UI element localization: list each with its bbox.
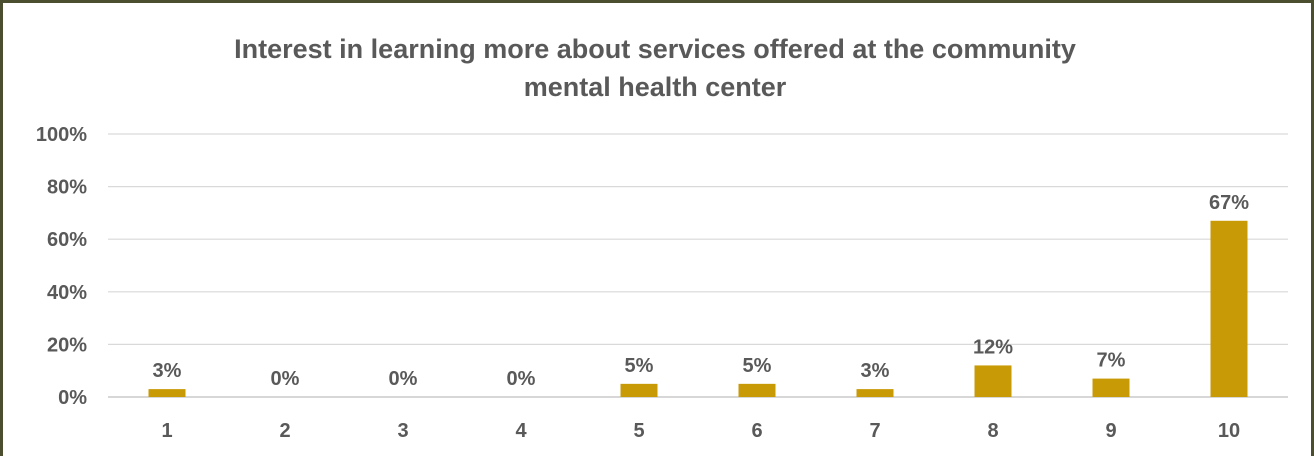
data-label: 12%	[973, 336, 1013, 358]
x-tick-label: 7	[869, 420, 880, 442]
y-tick-label: 20%	[47, 334, 87, 356]
x-tick-label: 3	[397, 420, 408, 442]
bar	[620, 383, 658, 397]
data-label: 67%	[1209, 192, 1249, 214]
chart-title-line-1: Interest in learning more about services…	[234, 34, 1076, 64]
data-label: 7%	[1097, 350, 1126, 372]
data-label: 5%	[625, 355, 654, 377]
x-axis-ticks: 1 2 3 4 5 6 7 8 9 10	[161, 420, 1240, 442]
data-label: 0%	[507, 368, 536, 390]
x-tick-label: 1	[161, 420, 172, 442]
bar	[1092, 378, 1130, 397]
gridlines	[108, 133, 1288, 398]
x-tick-label: 6	[751, 420, 762, 442]
y-tick-label: 100%	[36, 124, 87, 146]
bar	[1210, 220, 1248, 397]
y-axis-ticks: 0% 20% 40% 60% 80% 100%	[36, 124, 87, 409]
bars	[148, 220, 1248, 397]
data-label: 3%	[153, 360, 182, 382]
data-label: 0%	[271, 368, 300, 390]
x-tick-label: 9	[1105, 420, 1116, 442]
y-tick-label: 60%	[47, 229, 87, 251]
bar	[856, 389, 894, 397]
bar-chart: Interest in learning more about services…	[36, 34, 1288, 442]
x-tick-label: 8	[987, 420, 998, 442]
data-label: 0%	[389, 368, 418, 390]
x-tick-label: 10	[1218, 420, 1240, 442]
bar	[738, 383, 776, 397]
x-tick-label: 4	[515, 420, 527, 442]
chart-title-line-2: mental health center	[524, 72, 787, 102]
bar	[148, 389, 186, 397]
y-tick-label: 80%	[47, 177, 87, 199]
y-tick-label: 0%	[58, 387, 87, 409]
bar	[974, 365, 1012, 397]
data-label: 5%	[743, 355, 772, 377]
x-tick-label: 5	[633, 420, 644, 442]
y-tick-label: 40%	[47, 282, 87, 304]
data-labels: 3% 0% 0% 0% 5% 5% 3% 12% 7% 67%	[153, 192, 1250, 390]
x-tick-label: 2	[279, 420, 290, 442]
data-label: 3%	[861, 360, 890, 382]
